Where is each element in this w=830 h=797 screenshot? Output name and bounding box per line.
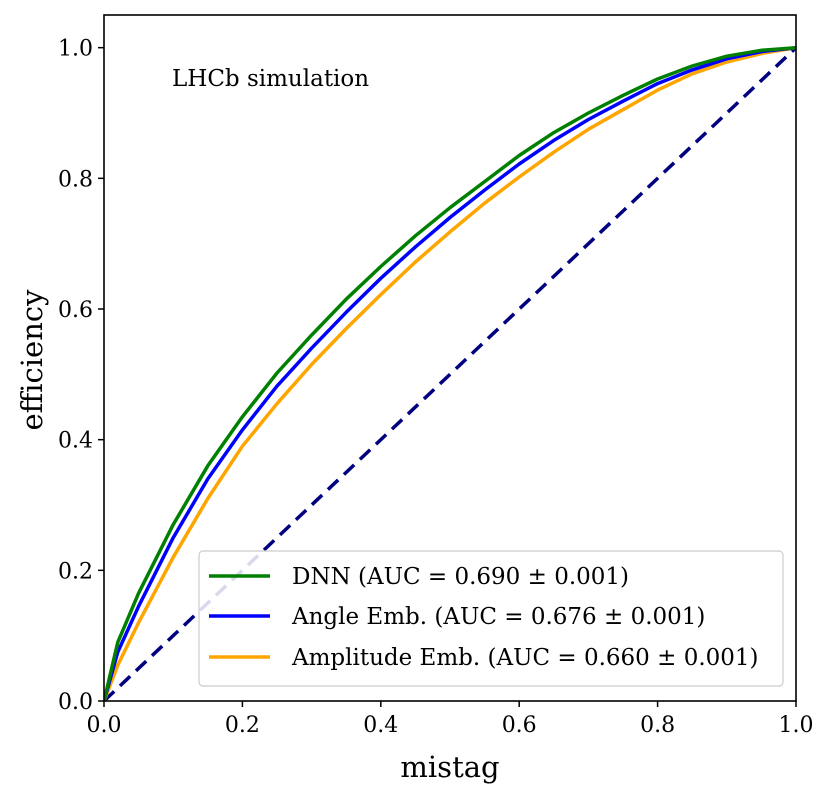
legend-label-angle-emb: Angle Emb. (AUC = 0.676 ± 0.001) bbox=[291, 604, 705, 630]
legend: DNN (AUC = 0.690 ± 0.001) Angle Emb. (AU… bbox=[198, 550, 784, 687]
y-tick-label: 1.0 bbox=[58, 37, 93, 62]
series-line-amplitude-emb bbox=[104, 45, 796, 701]
x-tick-label: 0.0 bbox=[87, 713, 122, 738]
y-tick-label: 0.2 bbox=[58, 559, 93, 584]
legend-label-amplitude-emb: Amplitude Emb. (AUC = 0.660 ± 0.001) bbox=[291, 645, 759, 671]
x-tick-label: 1.0 bbox=[779, 713, 814, 738]
series-line-angle-emb bbox=[104, 45, 796, 701]
legend-box bbox=[198, 550, 784, 687]
y-tick-label: 0.0 bbox=[58, 690, 93, 715]
x-axis-label: mistag bbox=[400, 750, 499, 784]
y-tick-label: 0.4 bbox=[58, 429, 93, 454]
legend-label-dnn: DNN (AUC = 0.690 ± 0.001) bbox=[292, 564, 629, 590]
x-tick-label: 0.6 bbox=[502, 713, 537, 738]
lhcb-simulation-label: LHCb simulation bbox=[172, 66, 369, 92]
y-axis-label: efficiency bbox=[15, 289, 49, 431]
x-tick-label: 0.4 bbox=[363, 713, 398, 738]
x-tick-label: 0.8 bbox=[640, 713, 675, 738]
x-tick-label: 0.2 bbox=[225, 713, 260, 738]
axes-frame bbox=[103, 14, 797, 702]
y-tick-label: 0.8 bbox=[58, 167, 93, 192]
y-tick-label: 0.6 bbox=[58, 298, 93, 323]
series-line-dnn bbox=[104, 45, 796, 701]
plot-area bbox=[104, 45, 796, 701]
tick-group: 0.0 0.2 0.4 0.6 0.8 1.0 0.0 0.2 0.4 0.6 0.8 1.0 bbox=[58, 37, 814, 738]
